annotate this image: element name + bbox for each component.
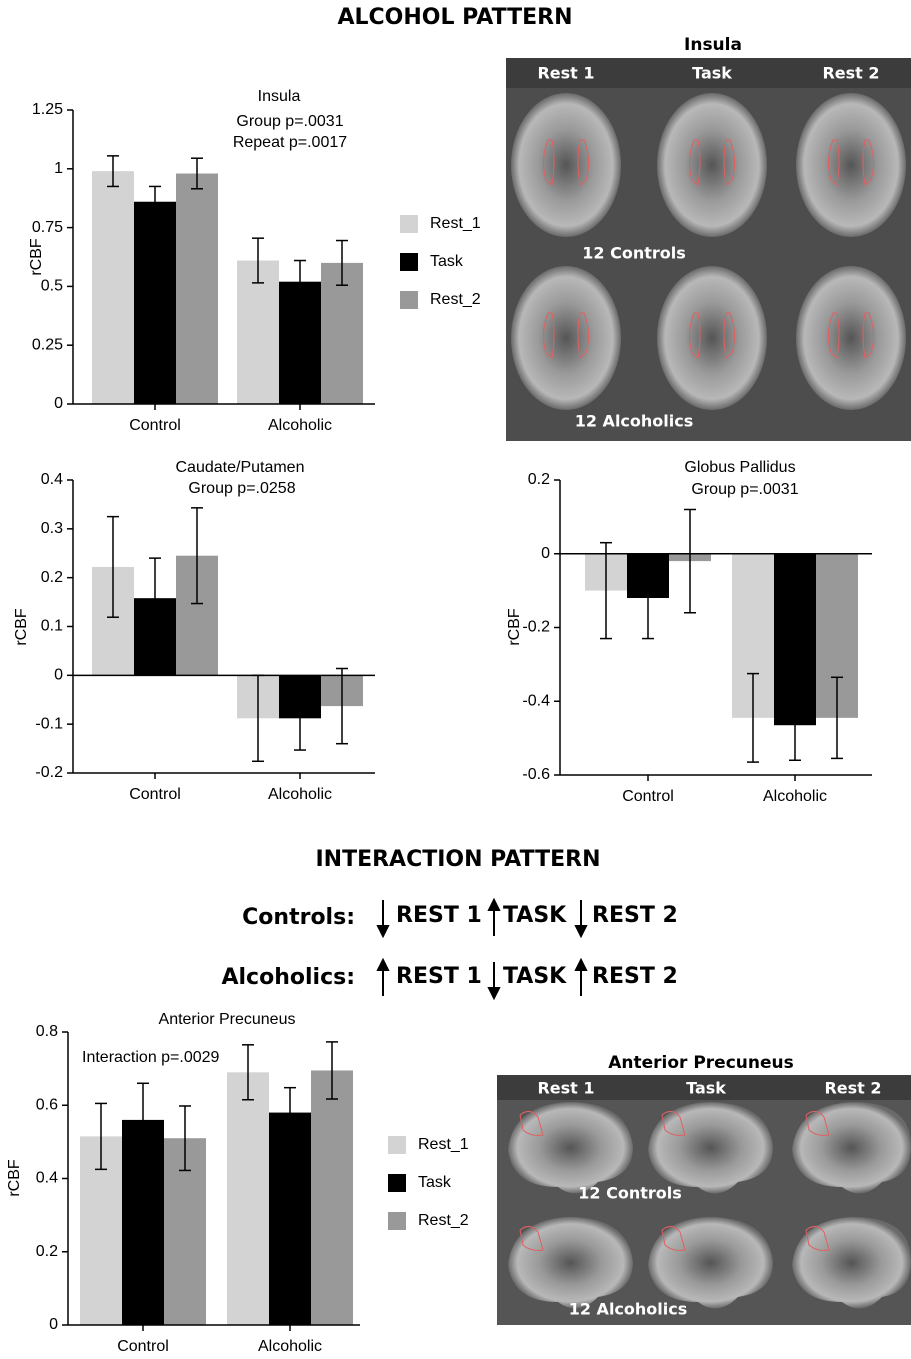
annotation: Interaction p=.0029 [82,1049,220,1066]
precuneus-panel: Anterior Precuneus Rest 1 Task Rest 2 12… [497,1053,911,1325]
column-label: Task [692,64,732,83]
condition: REST 2 [592,964,678,989]
row-label: Alcoholics: [221,965,355,990]
chart-title: Caudate/Putamen [176,459,305,476]
condition: TASK [503,903,567,928]
column-label: Rest 1 [537,1079,594,1098]
column-label: Rest 1 [537,64,594,83]
row-label: Controls: [242,905,355,930]
row-label: 12 Controls [582,244,686,263]
x-tick-label: Control [117,1338,169,1355]
y-tick-label: 0.2 [36,1243,58,1260]
legend-swatch [388,1212,406,1230]
y-tick-label: 0 [54,395,63,412]
condition: REST 2 [592,903,678,928]
y-tick-label: 0.1 [41,618,63,635]
y-tick-label: 0.2 [528,471,550,488]
y-tick-label: -0.2 [522,619,550,636]
chart-title: Globus Pallidus [684,459,795,476]
x-tick-label: Alcoholic [258,1338,322,1355]
y-axis-label: rCBF [6,1159,23,1197]
column-label: Rest 2 [822,64,879,83]
insula-panel: Insula Rest 1 Task Rest 2 12 Controls 12… [506,35,911,441]
x-tick-label: Alcoholic [268,417,332,434]
interaction: INTERACTION PATTERN Controls: REST 1 TAS… [221,847,677,998]
y-tick-label: 1.25 [32,101,63,118]
panel-title: Insula [684,35,742,55]
annotation: Group p=.0031 [236,113,343,130]
x-tick-label: Control [129,786,181,803]
y-tick-label: 0.8 [36,1023,58,1040]
section-title: INTERACTION PATTERN [315,847,600,872]
y-tick-label: 0 [49,1316,58,1333]
x-tick-label: Control [129,417,181,434]
panel-title: Anterior Precuneus [608,1053,794,1073]
column-label: Rest 2 [824,1079,881,1098]
y-axis-label: rCBF [506,608,523,646]
legend-swatch [400,215,418,233]
bar [227,1072,269,1325]
y-tick-label: -0.2 [35,764,63,781]
chart-title: Insula [258,88,301,105]
y-tick-label: 0.4 [36,1170,58,1187]
legend-label: Rest_2 [430,291,481,308]
y-tick-label: 0.25 [32,336,63,353]
bar [269,1113,311,1325]
bar [134,202,176,404]
row-label: 12 Controls [578,1184,682,1203]
chart-title: Anterior Precuneus [159,1011,296,1028]
annotation: Repeat p=.0017 [233,134,347,151]
y-axis-label: rCBF [28,238,45,276]
legend-label: Task [430,253,464,270]
y-tick-label: 0.3 [41,520,63,537]
y-tick-label: 0.5 [41,278,63,295]
annotation: Group p=.0031 [691,481,798,498]
y-tick-label: 0 [54,667,63,684]
y-tick-label: -0.1 [35,715,63,732]
y-tick-label: 0.4 [41,471,63,488]
row-label: 12 Alcoholics [575,412,694,431]
x-tick-label: Control [622,788,674,805]
figure: ALCOHOL PATTERN Insula Rest 1 Task Rest … [0,0,911,1359]
legend-swatch [400,291,418,309]
legend-label: Task [418,1174,452,1191]
legend-swatch [388,1174,406,1192]
legend-swatch [388,1136,406,1154]
y-tick-label: -0.6 [522,766,550,783]
legend-label: Rest_2 [418,1212,469,1229]
row-label: 12 Alcoholics [569,1300,688,1319]
bar [311,1070,353,1325]
condition: TASK [503,964,567,989]
y-axis-label: rCBF [13,608,30,646]
y-tick-label: -0.4 [522,692,550,709]
legend-label: Rest_1 [430,215,481,232]
y-tick-label: 0 [541,545,550,562]
figure-title: ALCOHOL PATTERN [337,5,572,30]
legend-label: Rest_1 [418,1136,469,1153]
condition: REST 1 [396,964,482,989]
annotation: Group p=.0258 [188,480,295,497]
y-tick-label: 1 [54,160,63,177]
legend-swatch [400,253,418,271]
column-label: Task [686,1079,726,1098]
bar [176,174,218,404]
y-tick-label: 0.6 [36,1096,58,1113]
y-tick-label: 0.75 [32,219,63,236]
condition: REST 1 [396,903,482,928]
x-tick-label: Alcoholic [763,788,827,805]
x-tick-label: Alcoholic [268,786,332,803]
bar [92,171,134,404]
y-tick-label: 0.2 [41,569,63,586]
